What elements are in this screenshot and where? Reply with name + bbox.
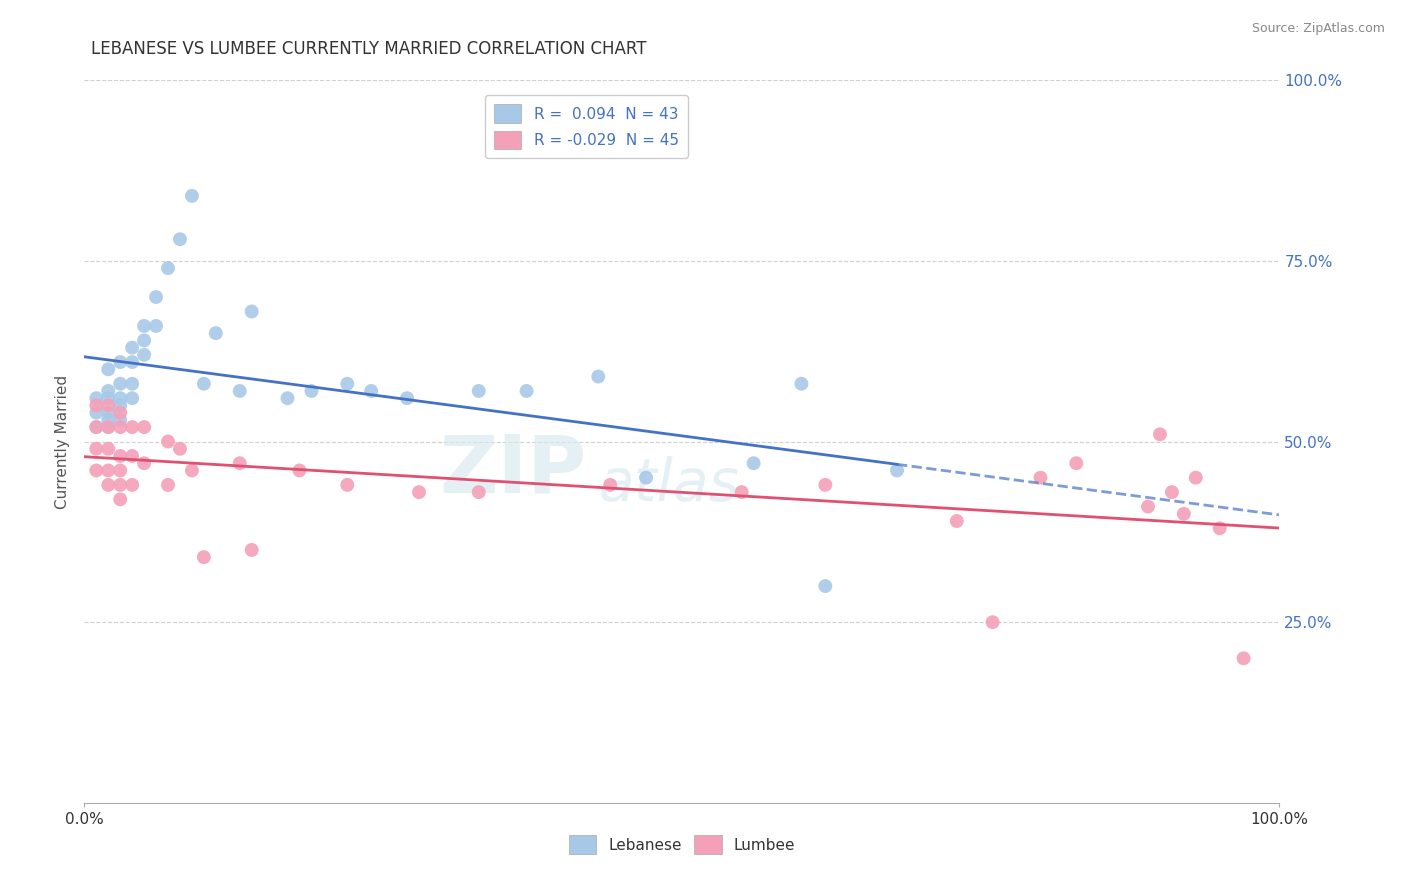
Point: [97, 362, 120, 376]
Point: [360, 384, 382, 398]
Point: [86, 398, 108, 412]
Point: [110, 391, 132, 405]
Point: [86, 420, 108, 434]
Point: [1233, 651, 1256, 665]
Point: [86, 406, 108, 420]
Point: [1137, 500, 1160, 514]
Point: [516, 384, 538, 398]
Point: [110, 478, 132, 492]
Point: [240, 304, 263, 318]
Point: [97, 391, 120, 405]
Text: LEBANESE VS LUMBEE CURRENTLY MARRIED CORRELATION CHART: LEBANESE VS LUMBEE CURRENTLY MARRIED COR…: [91, 40, 647, 58]
Point: [145, 290, 167, 304]
Point: [636, 470, 658, 484]
Point: [157, 434, 180, 449]
Point: [1185, 470, 1208, 484]
Point: [157, 261, 180, 276]
Point: [121, 376, 143, 391]
Point: [132, 334, 156, 348]
Point: [110, 463, 132, 477]
Point: [814, 478, 837, 492]
Text: ZIP: ZIP: [439, 432, 586, 509]
Point: [97, 406, 120, 420]
Point: [468, 485, 491, 500]
Point: [288, 463, 311, 477]
Point: [132, 456, 156, 470]
Point: [121, 355, 143, 369]
Point: [110, 398, 132, 412]
Point: [599, 478, 621, 492]
Point: [1066, 456, 1088, 470]
Point: [408, 485, 430, 500]
Point: [97, 420, 120, 434]
Point: [132, 318, 156, 333]
Point: [97, 398, 120, 412]
Point: [86, 391, 108, 405]
Point: [86, 420, 108, 434]
Point: [121, 341, 143, 355]
Point: [97, 420, 120, 434]
Point: [121, 449, 143, 463]
Point: [301, 384, 323, 398]
Text: Source: ZipAtlas.com: Source: ZipAtlas.com: [1251, 22, 1385, 36]
Point: [336, 478, 359, 492]
Point: [742, 456, 765, 470]
Point: [145, 318, 167, 333]
Point: [886, 463, 908, 477]
Point: [193, 376, 215, 391]
Legend: Lebanese, Lumbee: Lebanese, Lumbee: [562, 830, 801, 860]
Point: [240, 542, 263, 557]
Point: [731, 485, 754, 500]
Point: [110, 355, 132, 369]
Point: [790, 376, 813, 391]
Point: [229, 384, 252, 398]
Point: [588, 369, 610, 384]
Point: [277, 391, 299, 405]
Point: [1161, 485, 1184, 500]
Point: [181, 189, 204, 203]
Point: [121, 420, 143, 434]
Point: [981, 615, 1004, 630]
Text: atlas: atlas: [599, 457, 740, 514]
Point: [468, 384, 491, 398]
Point: [110, 449, 132, 463]
Point: [169, 442, 191, 456]
Point: [1029, 470, 1052, 484]
Point: [396, 391, 419, 405]
Point: [132, 420, 156, 434]
Point: [229, 456, 252, 470]
Point: [110, 413, 132, 427]
Point: [1209, 521, 1232, 535]
Point: [132, 348, 156, 362]
Point: [97, 384, 120, 398]
Point: [121, 391, 143, 405]
Point: [110, 376, 132, 391]
Point: [121, 478, 143, 492]
Point: [814, 579, 837, 593]
Point: [1149, 427, 1171, 442]
Point: [97, 463, 120, 477]
Point: [110, 406, 132, 420]
Point: [157, 478, 180, 492]
Point: [97, 478, 120, 492]
Point: [181, 463, 204, 477]
Point: [205, 326, 228, 340]
Point: [1173, 507, 1195, 521]
Point: [946, 514, 969, 528]
Point: [97, 413, 120, 427]
Point: [193, 550, 215, 565]
Point: [86, 463, 108, 477]
Point: [110, 420, 132, 434]
Y-axis label: Currently Married: Currently Married: [55, 375, 70, 508]
Point: [110, 492, 132, 507]
Point: [97, 442, 120, 456]
Point: [86, 442, 108, 456]
Point: [336, 376, 359, 391]
Point: [169, 232, 191, 246]
